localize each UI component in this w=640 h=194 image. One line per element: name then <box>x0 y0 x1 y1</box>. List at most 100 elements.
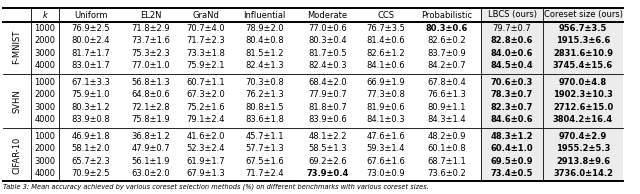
Text: 57.7±1.3: 57.7±1.3 <box>245 144 284 153</box>
Text: 3000: 3000 <box>35 103 56 112</box>
Text: 84.1±0.6: 84.1±0.6 <box>367 61 405 70</box>
Text: 2712.6±15.0: 2712.6±15.0 <box>553 103 613 112</box>
Text: 77.0±0.6: 77.0±0.6 <box>308 24 347 33</box>
Text: 81.7±0.5: 81.7±0.5 <box>308 49 347 58</box>
Text: 2000: 2000 <box>35 144 56 153</box>
Text: 67.8±0.4: 67.8±0.4 <box>428 78 467 87</box>
Text: 2831.6±10.9: 2831.6±10.9 <box>553 49 613 58</box>
Text: 67.6±1.6: 67.6±1.6 <box>367 157 405 166</box>
Text: 60.1±0.8: 60.1±0.8 <box>428 144 467 153</box>
Text: Probabilistic: Probabilistic <box>421 10 472 20</box>
Text: 2000: 2000 <box>35 90 56 99</box>
Text: 67.9±1.3: 67.9±1.3 <box>186 169 225 178</box>
Text: 70.9±2.5: 70.9±2.5 <box>72 169 110 178</box>
Text: 80.3±0.6: 80.3±0.6 <box>426 24 468 33</box>
Text: 4000: 4000 <box>35 115 56 124</box>
Text: 970.0±4.8: 970.0±4.8 <box>559 78 607 87</box>
Text: 63.0±2.0: 63.0±2.0 <box>131 169 170 178</box>
Text: 81.5±1.2: 81.5±1.2 <box>245 49 284 58</box>
Text: 73.6±0.2: 73.6±0.2 <box>428 169 467 178</box>
Text: 58.5±1.3: 58.5±1.3 <box>308 144 347 153</box>
Text: 82.6±0.2: 82.6±0.2 <box>428 36 467 45</box>
Text: EL2N: EL2N <box>140 10 161 20</box>
Text: 81.7±1.7: 81.7±1.7 <box>72 49 110 58</box>
Text: 60.7±1.1: 60.7±1.1 <box>186 78 225 87</box>
Text: 970.4±2.9: 970.4±2.9 <box>559 132 607 141</box>
Text: 65.7±2.3: 65.7±2.3 <box>72 157 110 166</box>
Text: 82.4±0.3: 82.4±0.3 <box>308 61 347 70</box>
Text: 47.6±1.6: 47.6±1.6 <box>367 132 405 141</box>
Text: 3000: 3000 <box>35 49 56 58</box>
Text: 2000: 2000 <box>35 36 56 45</box>
Text: 82.4±1.3: 82.4±1.3 <box>245 61 284 70</box>
Text: 82.6±1.2: 82.6±1.2 <box>367 49 405 58</box>
Text: 1000: 1000 <box>35 24 56 33</box>
Text: 79.7±0.7: 79.7±0.7 <box>493 24 531 33</box>
Text: 70.7±4.0: 70.7±4.0 <box>186 24 225 33</box>
Text: 83.9±0.8: 83.9±0.8 <box>72 115 110 124</box>
Text: 73.9±0.4: 73.9±0.4 <box>307 169 349 178</box>
Text: 56.1±1.9: 56.1±1.9 <box>131 157 170 166</box>
Text: 83.7±0.9: 83.7±0.9 <box>428 49 467 58</box>
Text: 77.3±0.8: 77.3±0.8 <box>367 90 405 99</box>
Text: 84.2±0.7: 84.2±0.7 <box>428 61 467 70</box>
Text: CIFAR-10: CIFAR-10 <box>13 136 22 174</box>
Text: SVHN: SVHN <box>13 89 22 113</box>
Text: 1902.3±10.3: 1902.3±10.3 <box>553 90 613 99</box>
Text: 80.3±1.2: 80.3±1.2 <box>72 103 110 112</box>
Text: 73.7±1.6: 73.7±1.6 <box>131 36 170 45</box>
Text: 75.3±2.3: 75.3±2.3 <box>131 49 170 58</box>
Text: 73.4±0.5: 73.4±0.5 <box>491 169 533 178</box>
Text: 75.8±1.9: 75.8±1.9 <box>131 115 170 124</box>
Text: 67.5±1.6: 67.5±1.6 <box>245 157 284 166</box>
Text: 73.3±1.8: 73.3±1.8 <box>186 49 225 58</box>
Text: 59.3±1.4: 59.3±1.4 <box>367 144 405 153</box>
Text: 78.9±2.0: 78.9±2.0 <box>245 24 284 33</box>
Text: 70.3±0.8: 70.3±0.8 <box>245 78 284 87</box>
Text: 64.8±0.6: 64.8±0.6 <box>131 90 170 99</box>
Text: 75.2±1.6: 75.2±1.6 <box>186 103 225 112</box>
Text: Uniform: Uniform <box>74 10 108 20</box>
Text: 1000: 1000 <box>35 78 56 87</box>
Text: 71.7±2.3: 71.7±2.3 <box>186 36 225 45</box>
Text: 84.1±0.3: 84.1±0.3 <box>367 115 405 124</box>
Text: 45.7±1.1: 45.7±1.1 <box>245 132 284 141</box>
Text: 80.8±1.5: 80.8±1.5 <box>245 103 284 112</box>
Text: 80.9±1.1: 80.9±1.1 <box>428 103 467 112</box>
Text: CCS: CCS <box>378 10 394 20</box>
Text: 48.3±1.2: 48.3±1.2 <box>491 132 533 141</box>
Text: 61.9±1.7: 61.9±1.7 <box>186 157 225 166</box>
Text: 84.0±0.6: 84.0±0.6 <box>491 49 533 58</box>
Text: 82.3±0.7: 82.3±0.7 <box>491 103 533 112</box>
Text: 83.0±1.7: 83.0±1.7 <box>72 61 110 70</box>
Text: 41.6±2.0: 41.6±2.0 <box>186 132 225 141</box>
Text: 67.3±2.0: 67.3±2.0 <box>186 90 225 99</box>
Text: 70.6±0.3: 70.6±0.3 <box>491 78 533 87</box>
Text: Coreset size (ours): Coreset size (ours) <box>543 10 623 20</box>
Text: 80.0±2.4: 80.0±2.4 <box>72 36 110 45</box>
Text: F-MNIST: F-MNIST <box>13 30 22 64</box>
Text: 48.2±0.9: 48.2±0.9 <box>428 132 467 141</box>
Text: 60.4±1.0: 60.4±1.0 <box>491 144 533 153</box>
Text: 83.6±1.8: 83.6±1.8 <box>245 115 284 124</box>
Text: 79.1±2.4: 79.1±2.4 <box>186 115 225 124</box>
Text: 36.8±1.2: 36.8±1.2 <box>131 132 170 141</box>
Text: 47.9±0.7: 47.9±0.7 <box>131 144 170 153</box>
Text: 3745.4±15.6: 3745.4±15.6 <box>553 61 613 70</box>
Text: 68.4±2.0: 68.4±2.0 <box>308 78 347 87</box>
Text: 69.2±2.6: 69.2±2.6 <box>308 157 347 166</box>
Text: 3000: 3000 <box>35 157 56 166</box>
Text: 3804.2±16.4: 3804.2±16.4 <box>553 115 613 124</box>
Text: k: k <box>43 10 47 20</box>
Bar <box>543 8 623 181</box>
Text: 67.1±3.3: 67.1±3.3 <box>72 78 111 87</box>
Text: 82.8±0.6: 82.8±0.6 <box>491 36 533 45</box>
Text: 75.9±2.1: 75.9±2.1 <box>186 61 225 70</box>
Text: 76.6±1.3: 76.6±1.3 <box>428 90 467 99</box>
Text: 68.7±1.1: 68.7±1.1 <box>428 157 467 166</box>
Text: Moderate: Moderate <box>307 10 348 20</box>
Text: 58.1±2.0: 58.1±2.0 <box>72 144 110 153</box>
Text: 76.2±1.3: 76.2±1.3 <box>245 90 284 99</box>
Text: 80.4±0.8: 80.4±0.8 <box>245 36 284 45</box>
Text: 52.3±2.4: 52.3±2.4 <box>186 144 225 153</box>
